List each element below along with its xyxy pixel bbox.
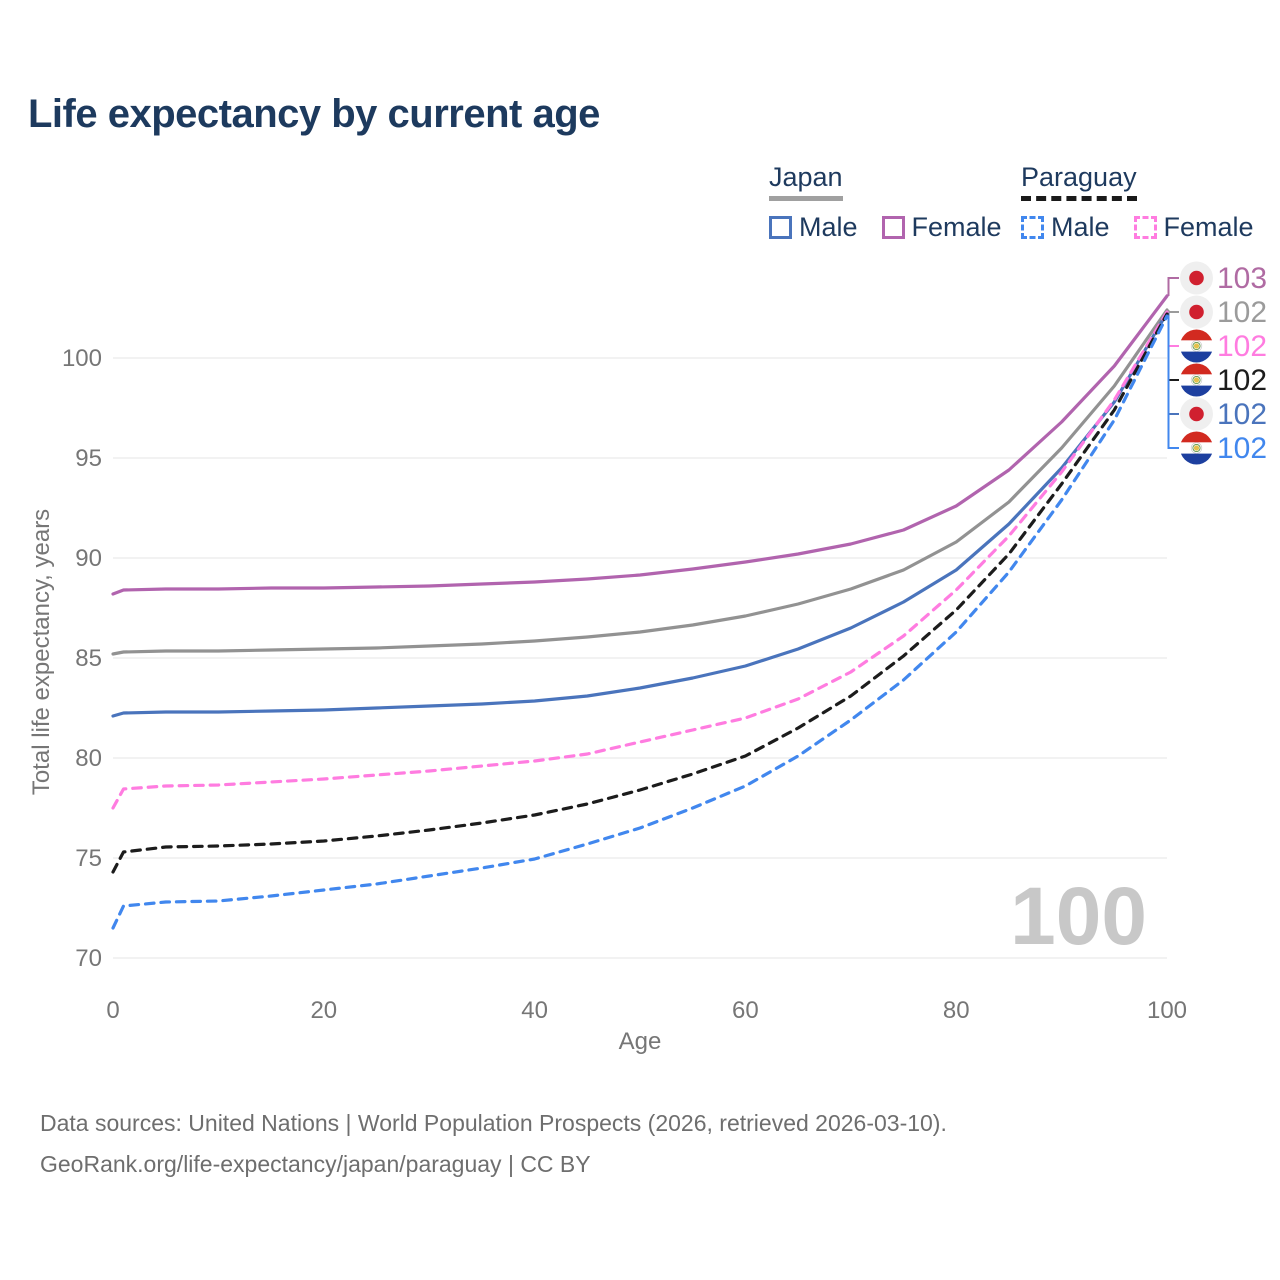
y-tick-label: 95 bbox=[75, 445, 102, 472]
data-sources-text: Data sources: United Nations | World Pop… bbox=[40, 1110, 947, 1136]
series-line-japan-both[interactable] bbox=[111, 308, 1169, 656]
y-tick-label: 100 bbox=[62, 345, 102, 372]
legend-row-paraguay: Male Female bbox=[1021, 212, 1254, 243]
series-line-paraguay-both[interactable] bbox=[111, 312, 1169, 874]
y-tick-label: 90 bbox=[75, 545, 102, 572]
age-watermark: 100 bbox=[1010, 871, 1147, 962]
attribution-text: GeoRank.org/life-expectancy/japan/paragu… bbox=[40, 1151, 591, 1177]
japan-flag-icon bbox=[1180, 397, 1213, 431]
series-end-value-paraguay-male: 102 bbox=[1217, 432, 1267, 465]
y-axis-title: Total life expectancy, years bbox=[28, 509, 55, 795]
japan-flag-icon bbox=[1180, 295, 1213, 329]
y-tick-label: 80 bbox=[75, 745, 102, 772]
series-line-japan-male[interactable] bbox=[111, 311, 1169, 718]
leader-line-japan-male bbox=[1167, 313, 1179, 415]
x-tick-label: 100 bbox=[1147, 997, 1187, 1024]
paraguay-flag-icon bbox=[1180, 363, 1213, 397]
japan-flag-icon bbox=[1180, 261, 1213, 295]
x-axis-title: Age bbox=[619, 1028, 662, 1055]
paraguay-male-swatch[interactable] bbox=[1021, 216, 1044, 239]
legend-item-paraguay-female[interactable]: Female bbox=[1133, 212, 1254, 243]
x-tick-label: 80 bbox=[943, 997, 970, 1024]
paraguay-female-swatch[interactable] bbox=[1133, 216, 1157, 239]
x-tick-label: 40 bbox=[521, 997, 548, 1024]
legend-label-japan-female: Female bbox=[911, 212, 1002, 242]
leader-line-japan-female bbox=[1167, 277, 1179, 296]
legend-row-japan: Male Female bbox=[769, 212, 1002, 243]
legend-country-paraguay: Paraguay bbox=[1021, 162, 1137, 201]
legend-label-japan-male: Male bbox=[799, 212, 858, 242]
leader-line-paraguay-male bbox=[1167, 316, 1179, 449]
x-tick-label: 60 bbox=[732, 997, 759, 1024]
paraguay-flag-icon bbox=[1180, 329, 1213, 363]
leader-line-paraguay-female bbox=[1167, 312, 1179, 347]
series-end-value-japan-male: 102 bbox=[1217, 398, 1267, 431]
legend-group-paraguay: Paraguay Male Female bbox=[1021, 162, 1254, 243]
series-line-japan-female[interactable] bbox=[111, 294, 1169, 596]
series-line-paraguay-male[interactable] bbox=[111, 314, 1169, 930]
legend-item-paraguay-male[interactable]: Male bbox=[1021, 212, 1110, 243]
x-tick-label: 0 bbox=[106, 997, 119, 1024]
paraguay-flag-icon bbox=[1180, 431, 1213, 465]
y-tick-label: 70 bbox=[75, 945, 102, 972]
legend-label-paraguay-female: Female bbox=[1163, 212, 1254, 242]
x-tick-label: 20 bbox=[310, 997, 337, 1024]
y-tick-label: 85 bbox=[75, 645, 102, 672]
series-end-value-japan-female: 103 bbox=[1217, 262, 1267, 295]
y-tick-label: 75 bbox=[75, 845, 102, 872]
series-line-paraguay-female[interactable] bbox=[111, 310, 1169, 810]
leader-line-japan-both bbox=[1167, 310, 1179, 313]
legend-item-japan-female[interactable]: Female bbox=[881, 212, 1002, 243]
chart-footer: Data sources: United Nations | World Pop… bbox=[40, 1103, 947, 1185]
page-title: Life expectancy by current age bbox=[28, 92, 600, 136]
legend-label-paraguay-male: Male bbox=[1051, 212, 1110, 242]
japan-male-swatch[interactable] bbox=[769, 216, 792, 239]
legend-country-japan: Japan bbox=[769, 162, 843, 201]
series-end-value-japan-both: 102 bbox=[1217, 296, 1267, 329]
japan-female-swatch[interactable] bbox=[881, 216, 905, 239]
series-end-value-paraguay-both: 102 bbox=[1217, 364, 1267, 397]
legend-item-japan-male[interactable]: Male bbox=[769, 212, 858, 243]
series-end-value-paraguay-female: 102 bbox=[1217, 330, 1267, 363]
legend-group-japan: Japan Male Female bbox=[769, 162, 1002, 243]
